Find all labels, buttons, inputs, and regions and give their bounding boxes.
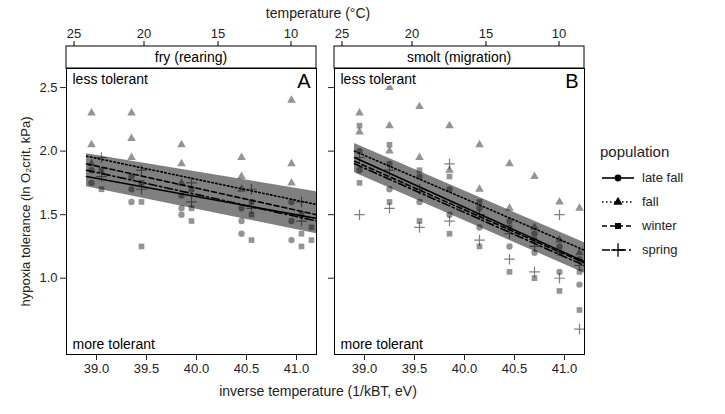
html-text:population: population [600, 142, 670, 160]
html-text:inverse temperature (1/kBT, eV: inverse temperature (1/kBT, eV) [219, 383, 417, 399]
svg-text:hypoxia tolerance (ln O₂crit,: hypoxia tolerance (ln O₂crit, kPa) [18, 116, 33, 306]
svg-text:41.0: 41.0 [552, 361, 577, 376]
svg-text:25: 25 [335, 26, 349, 41]
svg-text:40.5: 40.5 [234, 361, 259, 376]
svg-text:40.0: 40.0 [184, 361, 209, 376]
html-text:temperature (°C): temperature (°C) [265, 5, 371, 21]
svg-text:39.0: 39.0 [352, 361, 377, 376]
svg-text:39.5: 39.5 [402, 361, 427, 376]
svg-text:1.0: 1.0 [39, 270, 57, 285]
svg-text:39.0: 39.0 [84, 361, 109, 376]
svg-text:smolt (migration): smolt (migration) [407, 49, 511, 65]
svg-text:2.0: 2.0 [39, 143, 57, 158]
svg-text:15: 15 [479, 26, 493, 41]
svg-text:20: 20 [137, 26, 151, 41]
svg-text:more tolerant: more tolerant [73, 336, 156, 352]
svg-text:20: 20 [405, 26, 419, 41]
svg-text:15: 15 [211, 26, 225, 41]
html-text:spring: spring [642, 242, 678, 257]
svg-text:40.0: 40.0 [452, 361, 477, 376]
svg-text:less tolerant: less tolerant [341, 71, 417, 87]
svg-text:A: A [297, 70, 311, 92]
svg-text:2.5: 2.5 [39, 80, 57, 95]
html-text:fall: fall [642, 194, 659, 209]
svg-text:more tolerant: more tolerant [341, 336, 424, 352]
svg-text:40.5: 40.5 [502, 361, 527, 376]
svg-text:39.5: 39.5 [134, 361, 159, 376]
svg-text:25: 25 [67, 26, 81, 41]
svg-text:41.0: 41.0 [284, 361, 309, 376]
svg-text:1.5: 1.5 [39, 207, 57, 222]
html-text:winter: winter [642, 218, 677, 233]
svg-text:less tolerant: less tolerant [73, 71, 149, 87]
svg-text:10: 10 [552, 26, 566, 41]
html-text:late fall: late fall [642, 170, 684, 185]
svg-text:fry (rearing): fry (rearing) [155, 49, 227, 65]
svg-text:B: B [565, 70, 578, 92]
svg-text:10: 10 [284, 26, 298, 41]
